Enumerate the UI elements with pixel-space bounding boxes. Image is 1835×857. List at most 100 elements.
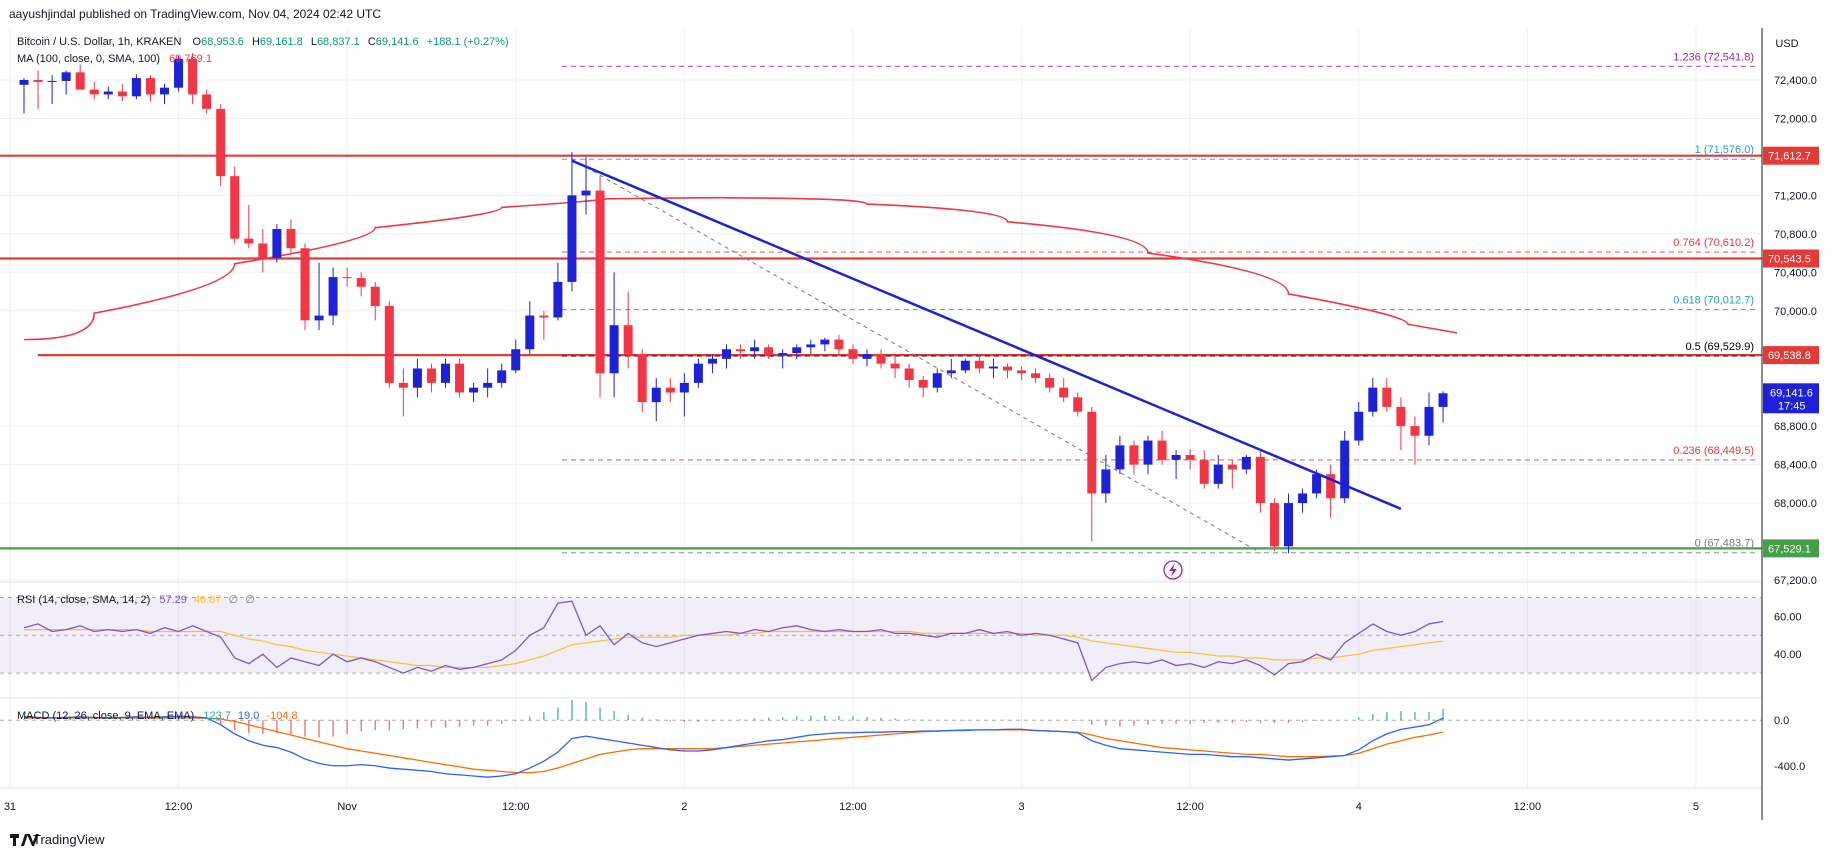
level-price-tag-text: 69,538.8	[1768, 350, 1811, 362]
macd-value: 19.0	[238, 710, 259, 722]
time-tick-label: 31	[4, 801, 16, 813]
tradingview-logo-icon	[10, 834, 39, 846]
candle-up	[483, 368, 493, 398]
candle-body	[1073, 397, 1083, 412]
ma-label[interactable]: MA (100, close, 0, SMA, 100)	[17, 53, 160, 65]
candle-down	[1199, 450, 1209, 489]
candle-down	[539, 310, 549, 340]
candle-body	[988, 366, 998, 369]
candle-down	[258, 229, 268, 273]
candle-body	[131, 78, 141, 97]
ma-value: 69,769.1	[169, 53, 212, 65]
candle-body	[665, 387, 675, 393]
candle-body	[722, 349, 731, 359]
candle-body	[1438, 393, 1448, 407]
candle-down	[384, 301, 394, 388]
symbol-title[interactable]: Bitcoin / U.S. Dollar, 1h, KRAKEN	[17, 36, 182, 48]
candle-body	[1241, 456, 1251, 470]
time-tick-label: 12:00	[1176, 801, 1204, 813]
candle-body	[384, 305, 394, 383]
candle-body	[89, 89, 99, 95]
candle-down	[370, 281, 380, 321]
price-tick-label: 68,000.0	[1774, 498, 1817, 510]
level-price-tag	[1763, 249, 1819, 268]
current-price-countdown: 17:45	[1778, 400, 1806, 412]
candle-body	[918, 380, 928, 388]
candle-body	[1199, 459, 1209, 484]
ohlc-h-label: H	[252, 36, 260, 48]
candle-down	[145, 75, 155, 102]
currency-label[interactable]: USD	[1775, 38, 1798, 50]
bearish-trendline	[571, 159, 1402, 510]
candle-body	[300, 248, 310, 321]
candle-body	[202, 94, 212, 109]
lightning-icon[interactable]	[1163, 560, 1183, 580]
candle-up	[1101, 455, 1111, 504]
candle-body	[862, 354, 872, 359]
rsi-line	[23, 600, 1444, 682]
publisher-line: aayushjindal published on TradingView.co…	[9, 7, 381, 21]
price-tick-label: 68,400.0	[1774, 460, 1817, 472]
candle-body	[595, 190, 605, 374]
macd-tick-label: 0.0	[1774, 715, 1789, 727]
candle-body	[1129, 445, 1139, 465]
candles-layer[interactable]	[19, 53, 1448, 554]
candle-up	[609, 272, 619, 398]
macd-tick-label: -400.0	[1774, 761, 1805, 773]
candle-up	[806, 339, 816, 355]
candle-up	[328, 267, 338, 326]
fib-level-label: 0.236 (68,449.5)	[1673, 445, 1754, 457]
candle-up	[469, 382, 479, 403]
candle-up	[497, 363, 507, 388]
time-tick-label: 5	[1693, 801, 1699, 813]
macd-signal-value: -104.8	[266, 710, 297, 722]
macd-line	[23, 715, 1444, 778]
candle-body	[61, 72, 71, 81]
rsi-legend[interactable]: RSI (14, close, SMA, 14, 2) 57.29 46.87 …	[17, 594, 255, 606]
candle-down	[764, 344, 774, 359]
candle-body	[651, 387, 661, 403]
macd-legend[interactable]: MACD (12, 26, close, 9, EMA, EMA) 123.7 …	[17, 710, 298, 722]
candle-down	[1059, 378, 1069, 403]
price-tick-label: 68,800.0	[1774, 421, 1817, 433]
tradingview-logo[interactable]: TradingView	[10, 832, 105, 847]
candle-body	[230, 176, 240, 239]
fib-level-label: 1 (71,576.0)	[1695, 144, 1754, 156]
candle-body	[848, 349, 858, 359]
candle-up	[272, 224, 282, 263]
rsi-pane	[0, 596, 1762, 682]
candle-body	[750, 347, 760, 352]
candle-body	[806, 344, 816, 348]
candle-down	[1185, 449, 1195, 470]
candle-up	[1241, 455, 1251, 475]
rsi-extra2: ∅	[245, 594, 255, 606]
current-price-value: 69,141.6	[1770, 387, 1813, 399]
time-tick-label: 12:00	[502, 801, 530, 813]
candle-body	[567, 195, 577, 282]
rsi-extra1: ∅	[229, 594, 239, 606]
fib-level-label: 0.618 (70,012.7)	[1673, 295, 1754, 307]
price-tick-label: 67,200.0	[1774, 575, 1817, 587]
candle-body	[160, 87, 169, 95]
candle-up	[792, 344, 802, 359]
candle-body	[1045, 378, 1055, 388]
candle-body	[356, 278, 366, 287]
candle-body	[441, 363, 450, 383]
candle-down	[1017, 366, 1027, 380]
price-tick-label: 72,000.0	[1774, 113, 1817, 125]
candle-body	[1087, 411, 1097, 494]
legend: Bitcoin / U.S. Dollar, 1h, KRAKEN O68,95…	[17, 36, 509, 65]
candle-down	[1410, 416, 1420, 465]
price-axis[interactable]: 72,400.0 72,000.0 71,200.0 70,800.0 70,400.0…	[1763, 75, 1819, 773]
rsi-sma-value: 46.87	[194, 594, 222, 606]
candle-down	[876, 349, 886, 369]
price-tick-label: 70,000.0	[1774, 306, 1817, 318]
price-tick-label: 71,200.0	[1774, 190, 1817, 202]
trendline-layer	[571, 159, 1402, 510]
candle-up	[722, 344, 731, 369]
candle-up	[1213, 455, 1223, 489]
macd-pane	[0, 700, 1762, 778]
current-price-tag	[1763, 383, 1819, 414]
candle-up	[1424, 392, 1434, 446]
